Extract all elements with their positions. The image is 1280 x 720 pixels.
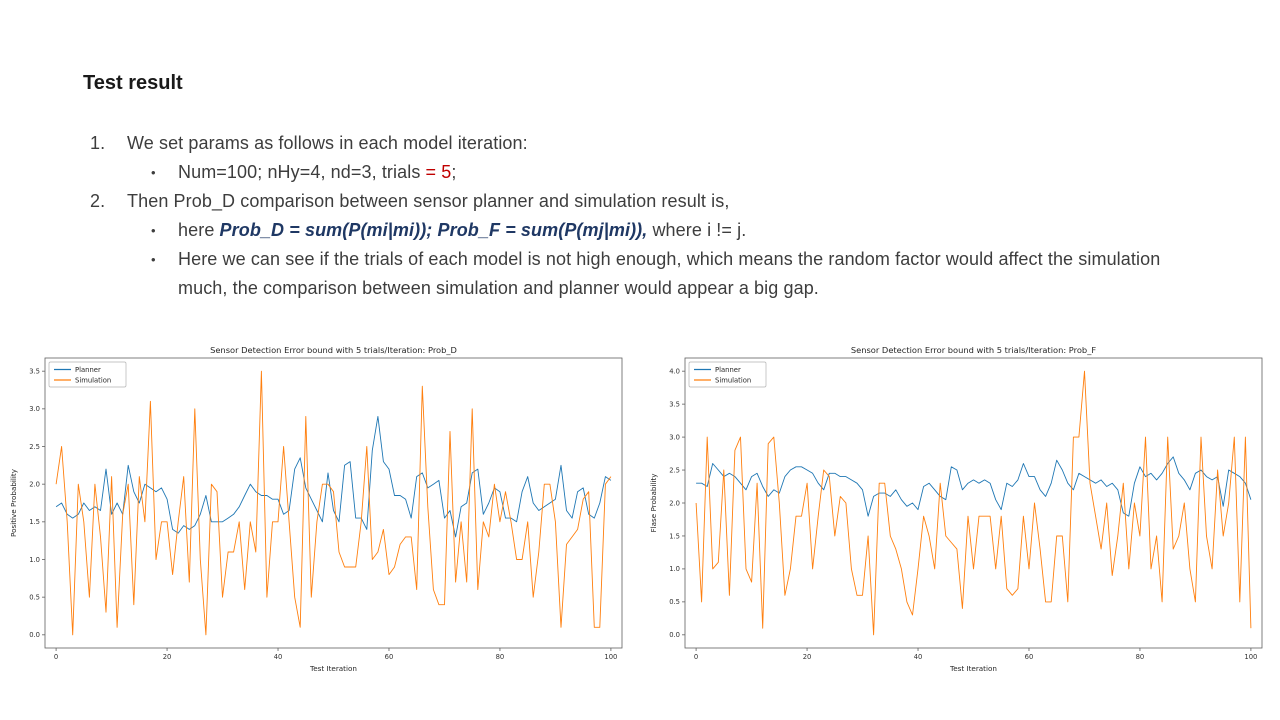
- prob-f-figure: Sensor Detection Error bound with 5 tria…: [648, 344, 1278, 692]
- prob-d-figure: Sensor Detection Error bound with 5 tria…: [8, 344, 638, 692]
- x-tick-label: 40: [914, 653, 923, 661]
- list-item-1: 1. We set params as follows in each mode…: [90, 129, 1195, 158]
- list-item-2-bullet-2: • Here we can see if the trials of each …: [90, 245, 1195, 303]
- plot-frame: [44, 357, 623, 649]
- y-tick-label: 1.0: [29, 556, 40, 564]
- legend-label: Planner: [75, 366, 101, 374]
- text-segment-normal: Then Prob_D comparison between sensor pl…: [127, 191, 730, 211]
- x-tick-label: 60: [1025, 653, 1034, 661]
- x-tick-label: 40: [274, 653, 283, 661]
- y-tick-label: 0.0: [669, 631, 680, 639]
- text-segment-normal: We set params as follows in each model i…: [127, 133, 528, 153]
- y-tick-label: 1.5: [669, 532, 680, 540]
- list-item-text: Then Prob_D comparison between sensor pl…: [127, 187, 729, 216]
- y-tick-label: 3.0: [669, 433, 680, 441]
- y-tick-label: 3.5: [669, 400, 680, 408]
- legend-label: Simulation: [75, 376, 111, 384]
- bullet-list: 1. We set params as follows in each mode…: [90, 129, 1195, 303]
- y-tick-label: 2.0: [29, 480, 40, 488]
- text-segment-normal: ;: [451, 162, 457, 182]
- legend-label: Planner: [715, 366, 741, 374]
- bullet-icon: •: [151, 223, 156, 238]
- x-tick-label: 0: [694, 653, 698, 661]
- y-tick-label: 0.5: [29, 593, 40, 601]
- bullet-text: Num=100; nHy=4, nd=3, trials = 5;: [178, 158, 456, 187]
- x-tick-label: 20: [163, 653, 172, 661]
- text-segment-normal: where i != j.: [647, 220, 747, 240]
- bullet-text: Here we can see if the trials of each mo…: [178, 245, 1170, 303]
- x-tick-label: 80: [496, 653, 505, 661]
- bullet-icon: •: [151, 252, 156, 267]
- x-tick-label: 20: [803, 653, 812, 661]
- y-tick-label: 2.5: [669, 466, 680, 474]
- prob-d-chart-svg: Sensor Detection Error bound with 5 tria…: [9, 345, 623, 673]
- list-number: 1.: [90, 133, 106, 153]
- text-segment-navy: Prob_D = sum(P(mi|mi)); Prob_F = sum(P(m…: [219, 220, 648, 240]
- chart-title: Sensor Detection Error bound with 5 tria…: [851, 345, 1096, 355]
- slide-title: Test result: [83, 72, 183, 94]
- x-axis-label: Test Iteration: [949, 664, 997, 673]
- x-tick-label: 60: [385, 653, 394, 661]
- x-tick-label: 100: [1244, 653, 1257, 661]
- simulation-line: [695, 370, 1252, 636]
- y-tick-label: 4.0: [669, 367, 680, 375]
- legend-box: [48, 361, 127, 388]
- y-tick-label: 3.5: [29, 367, 40, 375]
- list-number: 2.: [90, 191, 106, 211]
- y-axis-label: Flase Probability: [649, 473, 658, 533]
- text-segment-red: = 5: [425, 162, 452, 182]
- x-tick-label: 100: [604, 653, 617, 661]
- chart-title: Sensor Detection Error bound with 5 tria…: [210, 345, 457, 355]
- legend-box: [688, 361, 767, 388]
- y-tick-label: 2.5: [29, 443, 40, 451]
- y-tick-label: 1.0: [669, 565, 680, 573]
- list-item-text: We set params as follows in each model i…: [127, 129, 528, 158]
- simulation-line: [55, 370, 612, 636]
- list-item-2: 2. Then Prob_D comparison between sensor…: [90, 187, 1195, 216]
- text-segment-normal: Here we can see if the trials of each mo…: [178, 249, 1161, 298]
- bullet-icon: •: [151, 165, 156, 180]
- text-segment-normal: Num=100; nHy=4, nd=3, trials: [178, 162, 426, 182]
- y-tick-label: 3.0: [29, 405, 40, 413]
- prob-f-chart-svg: Sensor Detection Error bound with 5 tria…: [649, 345, 1263, 673]
- plot-frame: [684, 357, 1263, 649]
- legend-label: Simulation: [715, 376, 751, 384]
- planner-line: [55, 415, 612, 538]
- y-tick-label: 2.0: [669, 499, 680, 507]
- list-item-2-bullet-1: • here Prob_D = sum(P(mi|mi)); Prob_F = …: [90, 216, 1195, 245]
- y-tick-label: 1.5: [29, 518, 40, 526]
- x-axis-label: Test Iteration: [309, 664, 357, 673]
- text-segment-normal: here: [178, 220, 220, 240]
- y-tick-label: 0.5: [669, 598, 680, 606]
- x-tick-label: 80: [1136, 653, 1145, 661]
- bullet-text: here Prob_D = sum(P(mi|mi)); Prob_F = su…: [178, 216, 746, 245]
- y-tick-label: 0.0: [29, 631, 40, 639]
- planner-line: [696, 456, 1252, 517]
- list-item-1-bullet-1: • Num=100; nHy=4, nd=3, trials = 5;: [90, 158, 1195, 187]
- x-tick-label: 0: [54, 653, 58, 661]
- y-axis-label: Positive Probability: [9, 468, 18, 537]
